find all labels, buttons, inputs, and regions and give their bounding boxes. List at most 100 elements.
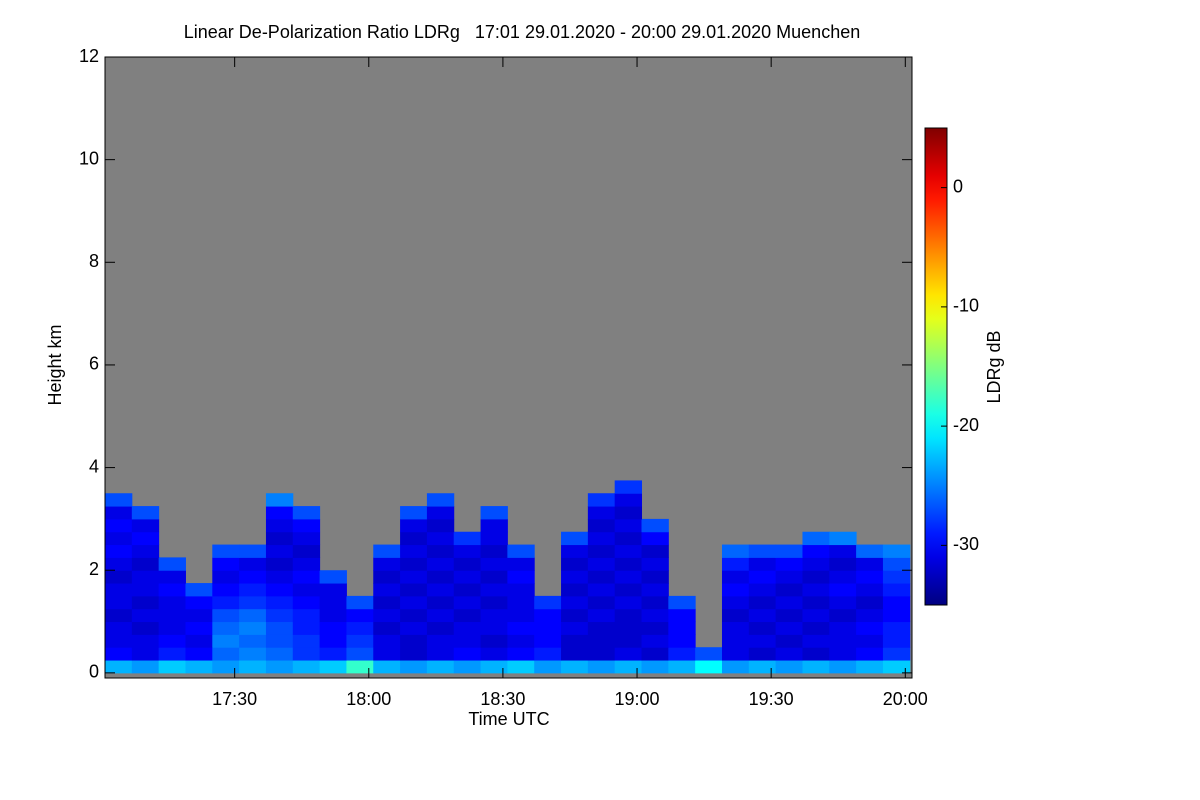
heatmap-cell — [265, 531, 294, 546]
heatmap-cell — [346, 621, 374, 635]
heatmap-cell — [373, 544, 401, 558]
heatmap-cell — [587, 518, 616, 533]
heatmap-cell — [265, 493, 294, 507]
heatmap-cell — [829, 544, 857, 558]
heatmap-cell — [587, 595, 616, 610]
heatmap-cell — [802, 544, 830, 558]
heatmap-cell — [641, 660, 669, 674]
heatmap-cell — [587, 570, 616, 584]
heatmap-cell — [748, 608, 777, 623]
y-tick-label: 2 — [89, 559, 99, 579]
heatmap-cell — [426, 608, 455, 623]
heatmap-cell — [587, 493, 616, 507]
y-tick-label: 6 — [89, 354, 99, 374]
heatmap-cell — [185, 660, 213, 674]
heatmap-cell — [802, 557, 830, 571]
heatmap-cell — [721, 544, 750, 558]
heatmap-cell — [131, 557, 160, 571]
colorbar-tick-label: 0 — [953, 176, 963, 196]
heatmap-cell — [239, 570, 267, 584]
heatmap-cell — [212, 583, 240, 597]
heatmap-cell — [373, 660, 401, 674]
heatmap-cell — [748, 570, 777, 584]
heatmap-cell — [453, 544, 482, 558]
heatmap-cell — [400, 660, 428, 674]
heatmap-cell — [587, 621, 616, 635]
heatmap-cell — [453, 660, 482, 674]
heatmap-cell — [882, 660, 911, 674]
heatmap-cell — [748, 595, 777, 610]
heatmap-cell — [158, 660, 186, 674]
heatmap-cell — [265, 570, 294, 584]
heatmap-cell — [480, 518, 508, 533]
heatmap-cell — [212, 557, 240, 571]
x-tick-label: 18:30 — [480, 689, 525, 709]
heatmap-cell — [882, 608, 911, 623]
heatmap-cell — [212, 647, 240, 661]
heatmap-cell — [158, 583, 186, 597]
heatmap-cell — [319, 647, 347, 661]
heatmap-cell — [158, 557, 186, 571]
heatmap-cell — [721, 647, 750, 661]
heatmap-cell — [748, 647, 777, 661]
heatmap-cell — [426, 493, 455, 507]
heatmap-cell — [829, 595, 857, 610]
heatmap-cell — [426, 557, 455, 571]
heatmap-cell — [614, 621, 643, 635]
heatmap-cell — [480, 583, 508, 597]
heatmap-cell — [561, 608, 589, 623]
colorbar-label: LDRg dB — [984, 330, 1004, 403]
heatmap-cell — [802, 608, 830, 623]
heatmap-cell — [292, 621, 321, 635]
heatmap-cell — [292, 518, 321, 533]
heatmap-cell — [856, 583, 884, 597]
heatmap-cell — [641, 518, 669, 533]
heatmap-cell — [668, 634, 696, 648]
heatmap-cell — [265, 608, 294, 623]
y-tick-label: 10 — [79, 148, 99, 168]
heatmap-cell — [721, 595, 750, 610]
heatmap-cell — [105, 531, 133, 546]
heatmap-cell — [373, 570, 401, 584]
heatmap-cell — [561, 660, 589, 674]
heatmap-cell — [373, 608, 401, 623]
heatmap-cell — [748, 660, 777, 674]
heatmap-cell — [400, 557, 428, 571]
colorbar-tick-label: -20 — [953, 415, 979, 435]
heatmap-cell — [721, 583, 750, 597]
heatmap-cell — [212, 595, 240, 610]
x-tick-label: 19:00 — [615, 689, 660, 709]
heatmap-cell — [480, 570, 508, 584]
heatmap-cell — [131, 583, 160, 597]
heatmap-cell — [668, 595, 696, 610]
heatmap-cell — [829, 583, 857, 597]
heatmap-cell — [561, 544, 589, 558]
heatmap-cell — [373, 621, 401, 635]
heatmap-cell — [426, 660, 455, 674]
colorbar-tick-label: -10 — [953, 296, 979, 316]
heatmap-cell — [856, 595, 884, 610]
colorbar-tick-label: -30 — [953, 534, 979, 554]
heatmap-cell — [587, 608, 616, 623]
heatmap-cell — [802, 660, 830, 674]
heatmap-cell — [534, 621, 562, 635]
heatmap-cell — [426, 583, 455, 597]
heatmap-cell — [614, 518, 643, 533]
heatmap-cell — [721, 634, 750, 648]
heatmap-cell — [131, 506, 160, 520]
heatmap-cell — [105, 493, 133, 507]
heatmap-cell — [453, 531, 482, 546]
heatmap-cell — [775, 557, 803, 571]
heatmap-cell — [265, 544, 294, 558]
heatmap-cell — [507, 557, 535, 571]
heatmap-cell — [239, 660, 267, 674]
heatmap-cell — [721, 621, 750, 635]
heatmap-cell — [292, 595, 321, 610]
heatmap-cell — [319, 570, 347, 584]
heatmap-cell — [131, 634, 160, 648]
heatmap-cell — [185, 647, 213, 661]
heatmap-cell — [131, 518, 160, 533]
heatmap-cell — [426, 634, 455, 648]
heatmap-cell — [185, 634, 213, 648]
heatmap-cell — [507, 608, 535, 623]
